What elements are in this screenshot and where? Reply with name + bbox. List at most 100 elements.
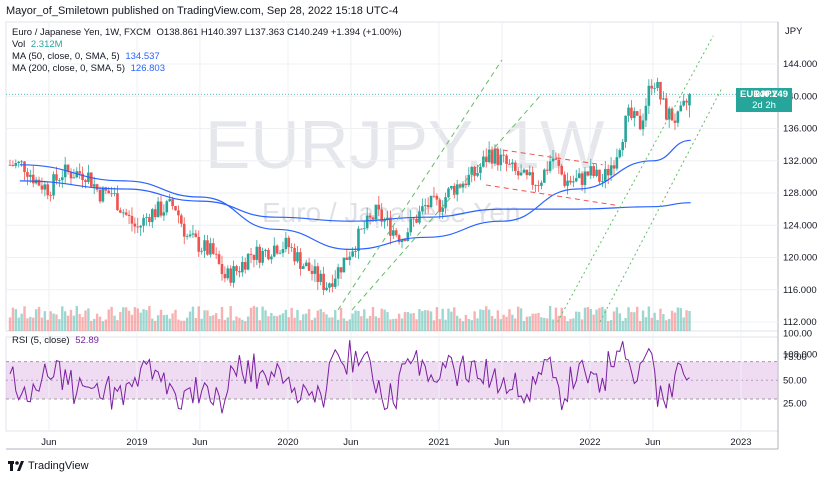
candle-body xyxy=(682,100,685,106)
candle-body xyxy=(612,165,616,169)
candle-body xyxy=(211,243,215,254)
volume-bar xyxy=(278,314,282,331)
candle-body xyxy=(319,273,323,282)
volume-bar xyxy=(453,307,456,331)
price-pane xyxy=(5,21,779,332)
volume-bar xyxy=(342,318,346,331)
candle-body xyxy=(243,261,247,270)
volume-bar xyxy=(316,310,320,331)
volume-bar xyxy=(441,308,444,331)
candle-body xyxy=(412,218,415,220)
candle-body xyxy=(554,158,558,160)
volume-bar xyxy=(609,320,613,331)
volume-bar xyxy=(377,317,380,331)
volume-bar xyxy=(673,312,677,331)
volume-bar xyxy=(487,309,491,331)
volume-bar xyxy=(246,316,250,331)
volume-bar xyxy=(548,305,552,331)
candle-body xyxy=(557,159,561,166)
volume-bar xyxy=(589,309,592,331)
candle-body xyxy=(255,246,259,260)
volume-bar xyxy=(93,318,96,331)
rsi-line xyxy=(9,340,690,414)
candle-body xyxy=(98,189,102,202)
volume-bar xyxy=(426,310,430,331)
candle-body xyxy=(403,239,407,241)
drawings-group xyxy=(337,35,723,323)
candle-body xyxy=(194,233,198,237)
volume-bar xyxy=(249,307,253,331)
volume-bar xyxy=(55,314,58,331)
volume-bar xyxy=(104,319,108,331)
volume-bar xyxy=(124,307,128,331)
volume-bar xyxy=(546,318,549,331)
candle-body xyxy=(673,120,677,123)
candle-body xyxy=(662,98,665,100)
candle-body xyxy=(69,171,73,179)
candle-body xyxy=(46,184,50,196)
volume-bar xyxy=(14,309,18,331)
volume-bar xyxy=(531,313,534,331)
volume-bar xyxy=(26,318,29,331)
tradingview-logo[interactable]: TradingView xyxy=(8,460,89,472)
candle-body xyxy=(383,220,386,222)
tradingview-icon xyxy=(8,461,24,471)
candle-body xyxy=(438,199,442,212)
volume-bar xyxy=(409,313,412,331)
volume-bar xyxy=(621,320,624,331)
volume-bar xyxy=(20,313,23,331)
candle-body xyxy=(441,207,444,212)
candle-body xyxy=(487,149,491,163)
time-tick-label: 2020 xyxy=(277,437,298,448)
candle-body xyxy=(29,174,32,177)
candle-body xyxy=(397,235,401,243)
volume-bar xyxy=(188,311,192,331)
candle-body xyxy=(670,108,674,121)
candle-body xyxy=(354,251,357,252)
candle-body xyxy=(450,185,453,189)
legend-rsi: RSI (5, close) 52.89 xyxy=(12,335,99,346)
volume-bar xyxy=(75,305,78,331)
volume-bar xyxy=(473,311,476,331)
candle-body xyxy=(90,172,93,187)
legend-ma50-label: MA (50, close, 0, SMA, 5) xyxy=(12,51,120,62)
volume-bar xyxy=(351,313,354,331)
candle-body xyxy=(351,251,354,257)
volume-bar xyxy=(601,306,604,331)
time-tick-label: 2023 xyxy=(730,437,751,448)
candle-body xyxy=(272,245,276,257)
volume-bar xyxy=(493,318,497,331)
candle-body xyxy=(595,169,598,176)
volume-bar xyxy=(29,316,32,331)
price-tick-label: 112.000 xyxy=(783,317,817,328)
candle-body xyxy=(508,163,511,165)
candle-body xyxy=(264,249,267,251)
candle-body xyxy=(203,240,206,251)
volume-bar xyxy=(217,319,221,331)
candle-body xyxy=(110,193,113,195)
volume-bar xyxy=(66,315,70,331)
volume-bar xyxy=(551,319,555,331)
rsi-tick-label: 25.00 xyxy=(783,399,807,410)
legend-ma200-label: MA (200, close, 0, SMA, 5) xyxy=(12,63,125,74)
candle-body xyxy=(165,201,169,213)
candle-body xyxy=(432,195,436,197)
candle-body xyxy=(342,257,346,273)
volume-bar xyxy=(336,319,340,331)
volume-bar xyxy=(69,309,73,331)
legend-symbol: Euro / Japanese Yen, 1W, FXCM O138.861 H… xyxy=(12,27,402,38)
candle-body xyxy=(650,85,654,89)
volume-bar xyxy=(101,321,105,331)
volume-bar xyxy=(482,309,485,331)
volume-bar xyxy=(412,313,415,331)
volume-bar xyxy=(682,317,685,331)
candle-body xyxy=(615,157,619,169)
volume-bar xyxy=(534,313,537,331)
candle-body xyxy=(490,149,494,164)
candle-body xyxy=(348,256,352,260)
candle-body xyxy=(60,177,64,181)
candle-body xyxy=(113,193,116,194)
volume-bar xyxy=(429,311,433,331)
new-channel-lower-line xyxy=(599,87,723,323)
